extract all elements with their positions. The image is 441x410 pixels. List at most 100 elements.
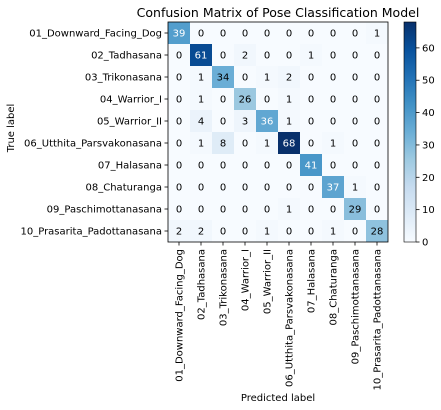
cell-value: 1	[264, 73, 270, 84]
heatmap-cell	[300, 44, 322, 66]
cell-value: 0	[220, 161, 226, 172]
cell-value: 2	[176, 227, 182, 238]
heatmap-cell	[256, 22, 278, 44]
cell-value: 0	[330, 161, 336, 172]
heatmap-cell	[366, 154, 388, 176]
heatmap-cell	[256, 66, 278, 88]
x-tick-label: 10_Prasarita_Padottanasana	[373, 249, 384, 391]
heatmap-cell	[212, 22, 234, 44]
cell-value: 0	[374, 183, 380, 194]
heatmap-cell	[322, 154, 344, 176]
x-tick-label: 02_Tadhasana	[197, 249, 208, 320]
cell-value: 39	[173, 29, 186, 40]
heatmap-cell	[366, 44, 388, 66]
heatmap-cell	[256, 198, 278, 220]
cell-value: 0	[264, 205, 270, 216]
cell-value: 0	[264, 183, 270, 194]
colorbar-tick-label: 20	[422, 173, 435, 184]
heatmap-cell	[256, 44, 278, 66]
heatmap-cell	[190, 44, 212, 66]
cell-value: 1	[198, 139, 204, 150]
heatmap-cell	[278, 44, 300, 66]
y-tick-label: 05_Warrior_II	[97, 117, 162, 128]
heatmap-cell	[212, 220, 234, 242]
y-tick-label: 09_Paschimottanasana	[47, 205, 162, 216]
heatmap-cell	[278, 198, 300, 220]
cell-value: 0	[220, 183, 226, 194]
heatmap-cell	[322, 132, 344, 154]
heatmap-cell	[190, 110, 212, 132]
cell-value: 0	[330, 29, 336, 40]
heatmap-cell	[344, 22, 366, 44]
heatmap-cell	[278, 22, 300, 44]
heatmap-cell	[190, 198, 212, 220]
cell-value: 0	[330, 117, 336, 128]
cell-value: 0	[176, 139, 182, 150]
cell-value: 34	[217, 73, 230, 84]
y-tick-label: 02_Tadhasana	[91, 51, 162, 62]
cell-value: 3	[242, 117, 248, 128]
cell-value: 0	[286, 227, 292, 238]
heatmap-cell	[344, 176, 366, 198]
heatmap-cell	[168, 176, 190, 198]
heatmap-cell	[344, 220, 366, 242]
heatmap-cell	[256, 176, 278, 198]
x-tick-label: 08_Chaturanga	[329, 249, 340, 325]
cell-value: 0	[308, 139, 314, 150]
cell-value: 1	[264, 227, 270, 238]
cell-value: 0	[176, 117, 182, 128]
cell-value: 0	[198, 183, 204, 194]
cell-value: 0	[352, 95, 358, 106]
heatmap-cell	[300, 88, 322, 110]
cell-value: 0	[374, 161, 380, 172]
colorbar	[403, 21, 417, 243]
y-tick-label: 06_Utthita_Parsvakonasana	[24, 139, 162, 150]
cell-value: 0	[176, 95, 182, 106]
x-axis-ticks: 01_Downward_Facing_Dog 02_Tadhasana 03_Tri…	[175, 242, 384, 391]
cell-value: 1	[198, 95, 204, 106]
heatmap-cell	[190, 176, 212, 198]
cell-value: 0	[242, 227, 248, 238]
colorbar-tick-label: 40	[422, 108, 435, 119]
cell-value: 0	[352, 29, 358, 40]
chart-title: Confusion Matrix of Pose Classification …	[137, 5, 420, 20]
colorbar-ticks: 0 10 20 30 40 50 60	[416, 43, 435, 249]
heatmap-cell	[300, 154, 322, 176]
cell-value: 28	[371, 227, 384, 238]
cell-value: 0	[176, 205, 182, 216]
cell-value: 0	[242, 183, 248, 194]
cell-value: 41	[305, 161, 318, 172]
heatmap-cell	[300, 66, 322, 88]
cell-value: 0	[308, 183, 314, 194]
heatmap-cell	[300, 198, 322, 220]
heatmap-cell	[168, 44, 190, 66]
heatmap-cell	[300, 110, 322, 132]
heatmap-cell	[300, 22, 322, 44]
heatmap-cell	[190, 154, 212, 176]
heatmap-cell	[278, 88, 300, 110]
x-tick-label: 04_Warrior_I	[241, 249, 252, 311]
cell-value: 0	[308, 227, 314, 238]
x-tick-label: 07_Halasana	[307, 249, 318, 313]
cell-value: 0	[352, 117, 358, 128]
heatmap-cell	[278, 220, 300, 242]
cell-value: 1	[198, 73, 204, 84]
heatmap-cell	[278, 154, 300, 176]
cell-value: 0	[198, 29, 204, 40]
heatmap-cell	[322, 44, 344, 66]
heatmap-cell	[344, 154, 366, 176]
cell-value: 0	[198, 161, 204, 172]
heatmap-cell	[234, 22, 256, 44]
cell-value: 0	[308, 117, 314, 128]
cell-value: 0	[308, 95, 314, 106]
cell-value: 0	[286, 161, 292, 172]
heatmap-cell	[212, 132, 234, 154]
colorbar-tick-label: 30	[422, 140, 435, 151]
cell-value: 0	[176, 51, 182, 62]
cell-value: 0	[264, 51, 270, 62]
cell-value: 0	[308, 205, 314, 216]
cell-value: 0	[264, 29, 270, 40]
x-tick-label: 01_Downward_Facing_Dog	[175, 249, 186, 382]
cell-value: 0	[242, 73, 248, 84]
heatmap-cell	[366, 22, 388, 44]
